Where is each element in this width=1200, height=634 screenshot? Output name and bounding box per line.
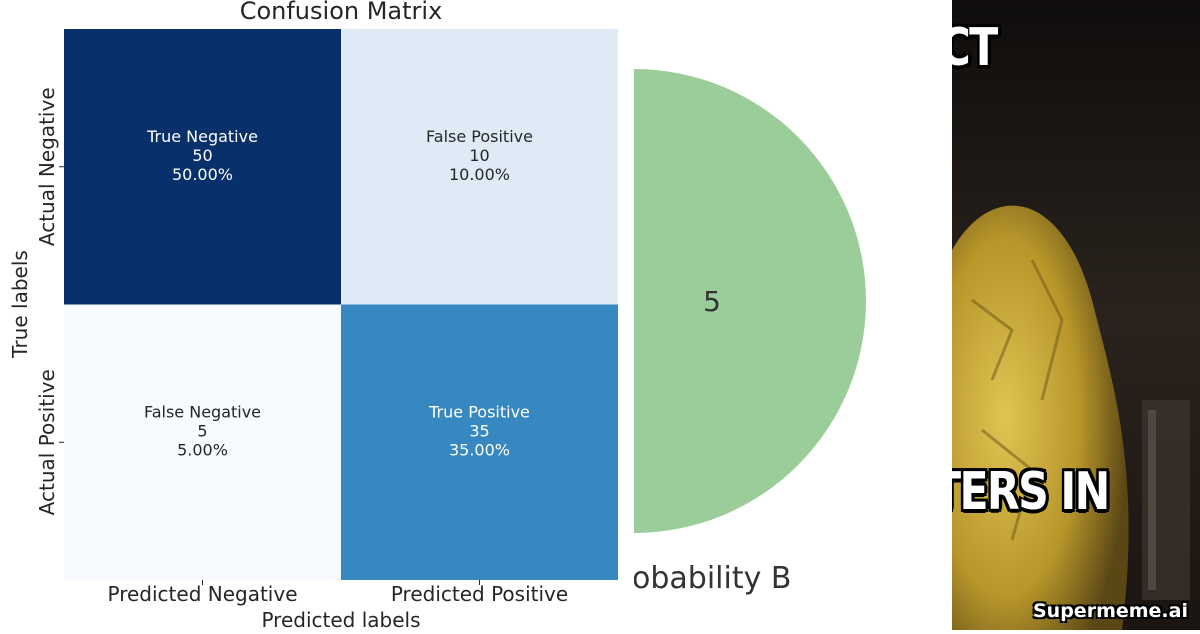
meme-photo: [952, 0, 1200, 630]
hazmat-suit-shape: [952, 205, 1129, 630]
cell-percent: 5.00%: [177, 440, 228, 459]
chart-title: Confusion Matrix: [240, 0, 443, 25]
x-tick-label: Predicted Negative: [108, 582, 298, 606]
pie-chart-panel: 5 obability B: [634, 0, 952, 630]
fabric-folds: [971, 259, 1064, 541]
y-axis: Actual Negative Actual Positive: [35, 87, 64, 515]
x-axis-label: Predicted labels: [261, 608, 420, 630]
cell-count: 50: [192, 146, 212, 165]
cell-label: False Negative: [144, 402, 261, 421]
cell-rect: [341, 304, 618, 580]
cell-count: 35: [469, 421, 489, 440]
cell-percent: 10.00%: [449, 165, 510, 184]
pie-chart: 5 obability B: [634, 69, 866, 596]
cell-rect: [64, 304, 341, 580]
meme-top-text: ECT: [952, 18, 998, 78]
y-tick-label: Actual Negative: [35, 87, 59, 246]
y-tick-label: Actual Positive: [35, 369, 59, 515]
pie-slice-label: 5: [703, 285, 721, 318]
cell-count: 10: [469, 146, 489, 165]
cell-label: True Positive: [428, 402, 530, 421]
cell-count: 5: [197, 421, 207, 440]
cell-rect: [64, 29, 341, 305]
cell-label: False Positive: [426, 127, 533, 146]
confusion-matrix-panel: Confusion Matrix True Negative 50 50.00% Fa…: [8, 0, 618, 632]
cell-rect: [341, 29, 618, 305]
pie-caption: obability B: [634, 561, 791, 596]
glass-highlight: [1148, 410, 1156, 590]
pie-slice: [634, 69, 866, 533]
cell-percent: 35.00%: [449, 440, 510, 459]
meme-watermark: Supermeme.ai: [1033, 600, 1188, 622]
x-axis: Predicted Negative Predicted Positive: [108, 580, 568, 606]
y-axis-label: True labels: [8, 250, 32, 359]
cell-label: True Negative: [146, 127, 258, 146]
confusion-matrix-chart: Confusion Matrix True Negative5050.00%Fa…: [8, 0, 618, 632]
x-tick-label: Predicted Positive: [391, 582, 568, 606]
cell-percent: 50.00%: [172, 165, 233, 184]
pie-slices: 5: [634, 69, 866, 533]
